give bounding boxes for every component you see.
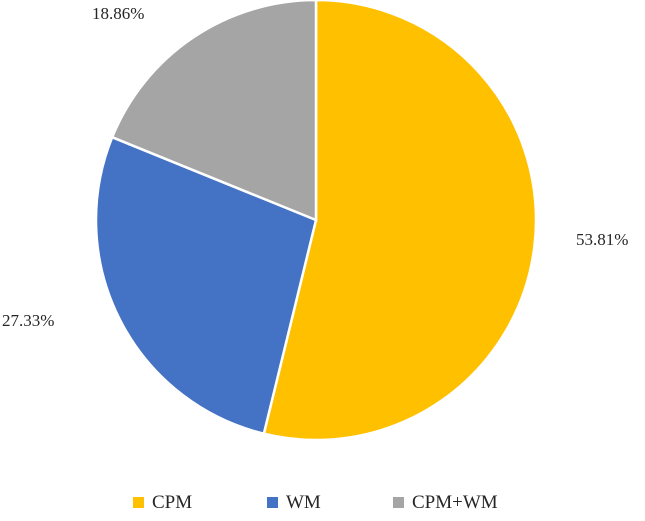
legend: CPM WM CPM+WM <box>133 492 498 513</box>
legend-label-cpm: CPM <box>152 492 192 513</box>
legend-label-wm: WM <box>286 492 321 513</box>
legend-item-cpm-plus-wm: CPM+WM <box>393 492 498 513</box>
data-label-cpm: 53.81% <box>576 230 628 249</box>
legend-label-cpm-plus-wm: CPM+WM <box>412 492 498 513</box>
pie-data-labels: 53.81% 27.33% 18.86% <box>2 4 628 330</box>
legend-swatch-cpm-plus-wm <box>393 497 404 508</box>
legend-item-cpm: CPM <box>133 492 192 513</box>
legend-item-wm: WM <box>267 492 321 513</box>
pie-slice-cpm <box>262 0 538 442</box>
data-label-cpm-plus-wm: 18.86% <box>92 4 144 23</box>
pie-slice-cpm-plus-wm <box>110 0 318 222</box>
data-label-wm: 27.33% <box>2 311 54 330</box>
legend-swatch-wm <box>267 497 278 508</box>
pie-slice-wm <box>94 135 318 436</box>
pie-slices <box>94 0 538 442</box>
legend-swatch-cpm <box>133 497 144 508</box>
